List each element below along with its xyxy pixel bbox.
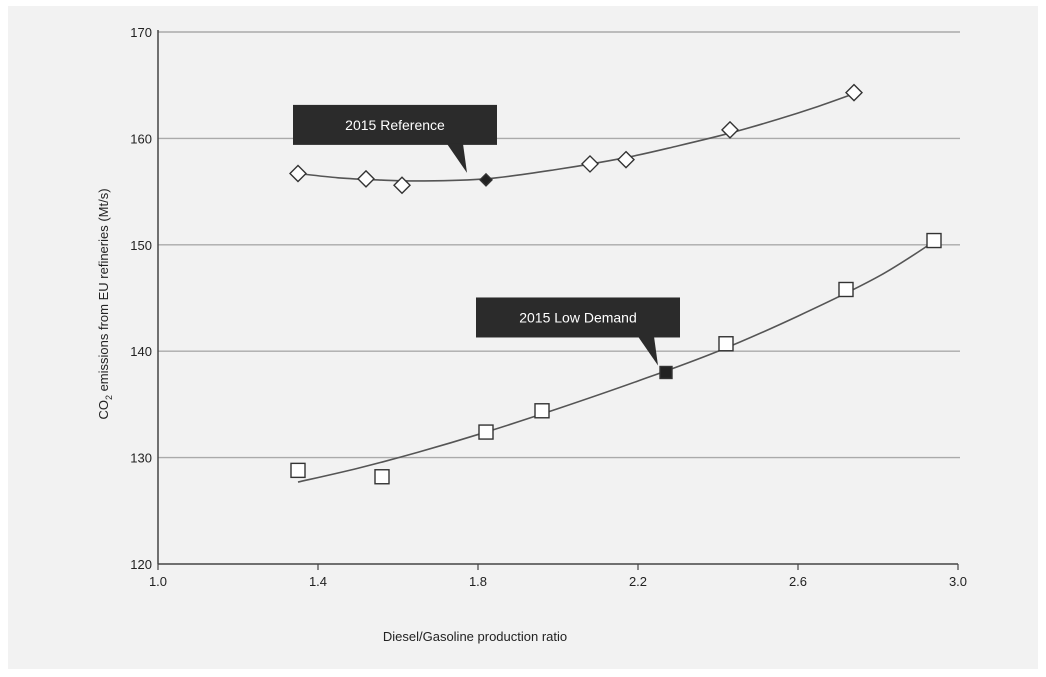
y-axis-title: CO2 emissions from EU refineries (Mt/s) xyxy=(96,188,114,419)
point-2015-low-demand-0 xyxy=(290,462,306,479)
point-2015-reference-5 xyxy=(721,120,739,139)
point-2015-reference-6 xyxy=(845,83,863,102)
x-tick-label-2.6: 2.6 xyxy=(789,574,807,589)
callouts: 2015 Reference 2015 Low Demand xyxy=(293,104,680,366)
highlight-point-2015-low-demand xyxy=(659,365,673,380)
x-tick-label-2.2: 2.2 xyxy=(629,574,647,589)
point-2015-reference-1 xyxy=(357,169,375,188)
co2-emissions-chart: 120 130 140 150 160 170 1.0 1.4 1.8 2.2 2.6 3.0 201… xyxy=(96,25,967,644)
callout-box-2015-reference xyxy=(293,104,497,145)
y-tick-label-160: 160 xyxy=(130,131,152,146)
callout-2015-reference: 2015 Reference xyxy=(293,104,497,173)
y-tick-label-170: 170 xyxy=(130,25,152,40)
data-markers xyxy=(289,83,942,485)
gridlines xyxy=(158,31,960,459)
fit-curve-2015-low-demand xyxy=(297,240,935,483)
callout-label-2015-low-demand: 2015 Low Demand xyxy=(519,309,637,325)
callout-2015-low-demand: 2015 Low Demand xyxy=(476,297,680,366)
y-tick-label-130: 130 xyxy=(130,451,152,466)
y-tick-label-150: 150 xyxy=(130,238,152,253)
point-2015-low-demand-3 xyxy=(534,403,550,419)
point-2015-low-demand-6 xyxy=(926,232,942,249)
point-2015-reference-4 xyxy=(617,150,635,169)
point-2015-low-demand-4 xyxy=(718,336,734,352)
y-axis-title-rest: emissions from EU refineries (Mt/s) xyxy=(96,188,111,395)
point-2015-reference-0 xyxy=(289,164,307,183)
chart-frame: 120 130 140 150 160 170 1.0 1.4 1.8 2.2 2.6 3.0 201… xyxy=(8,6,1038,669)
point-2015-low-demand-1 xyxy=(374,469,390,485)
x-tick-label-1.4: 1.4 xyxy=(309,574,327,589)
y-tick-label-120: 120 xyxy=(130,557,152,572)
x-axis-title: Diesel/Gasoline production ratio xyxy=(383,629,567,644)
callout-label-2015-reference: 2015 Reference xyxy=(345,117,445,133)
axes: 120 130 140 150 160 170 1.0 1.4 1.8 2.2 2.6 3.0 xyxy=(130,25,967,589)
point-2015-reference-2 xyxy=(393,176,411,195)
point-2015-low-demand-5 xyxy=(838,281,854,298)
x-tick-label-3.0: 3.0 xyxy=(949,574,967,589)
point-2015-low-demand-2 xyxy=(478,424,494,440)
y-axis-title-subscript: 2 xyxy=(104,395,114,400)
callout-pointer-2015-reference xyxy=(447,143,467,173)
point-2015-reference-3 xyxy=(581,154,599,173)
y-tick-label-140: 140 xyxy=(130,344,152,359)
callout-pointer-2015-low-demand xyxy=(638,336,658,366)
axis-labels: Diesel/Gasoline production ratio CO2 emi… xyxy=(96,188,567,644)
y-axis-title-main: CO xyxy=(96,400,111,420)
x-tick-label-1.0: 1.0 xyxy=(149,574,167,589)
x-tick-label-1.8: 1.8 xyxy=(469,574,487,589)
callout-box-2015-low-demand xyxy=(476,297,680,338)
highlight-point-2015-reference xyxy=(479,172,493,187)
